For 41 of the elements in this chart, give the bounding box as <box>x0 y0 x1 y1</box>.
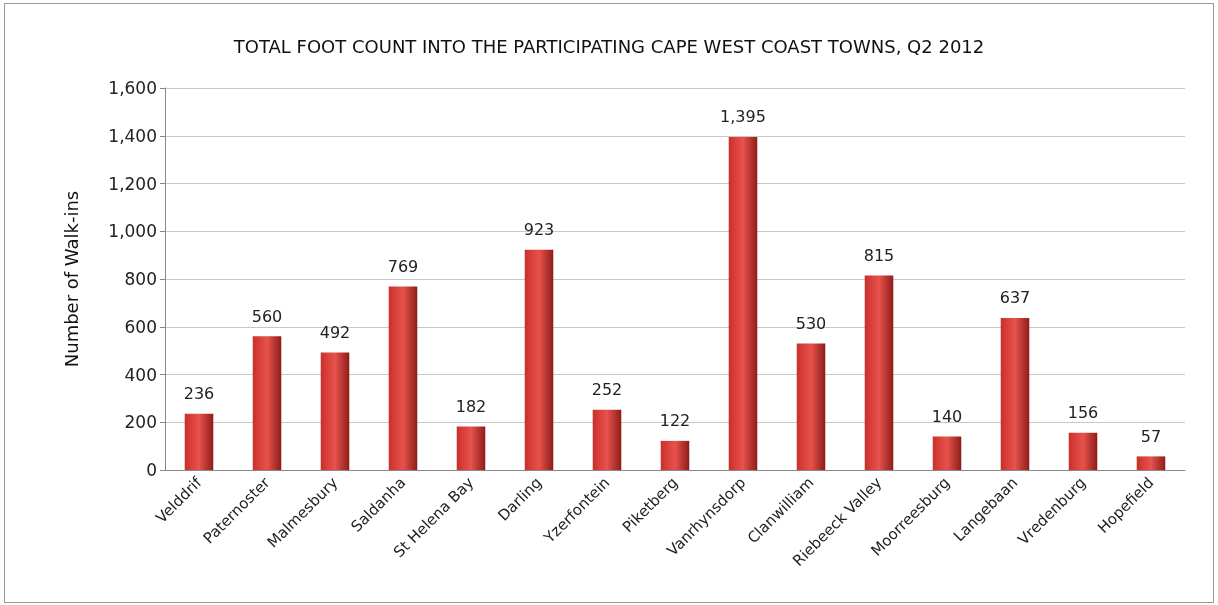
data-label: 1,395 <box>720 107 766 127</box>
bar <box>932 436 962 470</box>
y-tick-label: 1,000 <box>108 221 157 242</box>
bar <box>864 275 894 470</box>
data-label: 57 <box>1140 426 1162 446</box>
bar <box>660 440 690 470</box>
bar <box>456 426 486 470</box>
chart-title: TOTAL FOOT COUNT INTO THE PARTICIPATING CAPE WEST COAST TOWNS, Q2 2012 <box>232 35 985 57</box>
bar <box>592 409 622 470</box>
data-label: 182 <box>455 397 487 417</box>
bar <box>252 336 282 470</box>
data-label: 492 <box>319 323 351 343</box>
data-label: 815 <box>863 245 895 265</box>
bar <box>320 352 350 470</box>
bar <box>796 343 826 470</box>
y-tick-label: 200 <box>124 412 157 433</box>
bar <box>524 249 554 470</box>
data-label: 637 <box>999 288 1031 308</box>
data-label: 140 <box>931 407 963 427</box>
y-tick-label: 0 <box>146 460 157 480</box>
bar <box>1136 456 1166 470</box>
bar <box>1068 432 1098 470</box>
bar <box>388 286 418 470</box>
data-label: 530 <box>795 313 827 333</box>
y-tick-label: 1,600 <box>108 78 157 98</box>
y-tick-label: 600 <box>124 316 157 337</box>
data-label: 122 <box>659 411 691 431</box>
y-tick-label: 800 <box>124 269 157 289</box>
data-label: 156 <box>1067 403 1099 423</box>
bar <box>1000 317 1030 470</box>
data-label: 252 <box>591 380 623 400</box>
data-label: 236 <box>183 384 215 404</box>
bar <box>728 136 758 470</box>
y-axis-title: Number of Walk-ins <box>60 190 82 368</box>
data-label: 560 <box>251 306 283 326</box>
y-tick-label: 1,200 <box>108 173 157 194</box>
data-label: 769 <box>387 256 419 276</box>
y-tick-label: 1,400 <box>108 125 157 146</box>
data-label: 923 <box>523 220 555 240</box>
y-tick-label: 400 <box>124 364 157 385</box>
bar <box>184 413 214 470</box>
